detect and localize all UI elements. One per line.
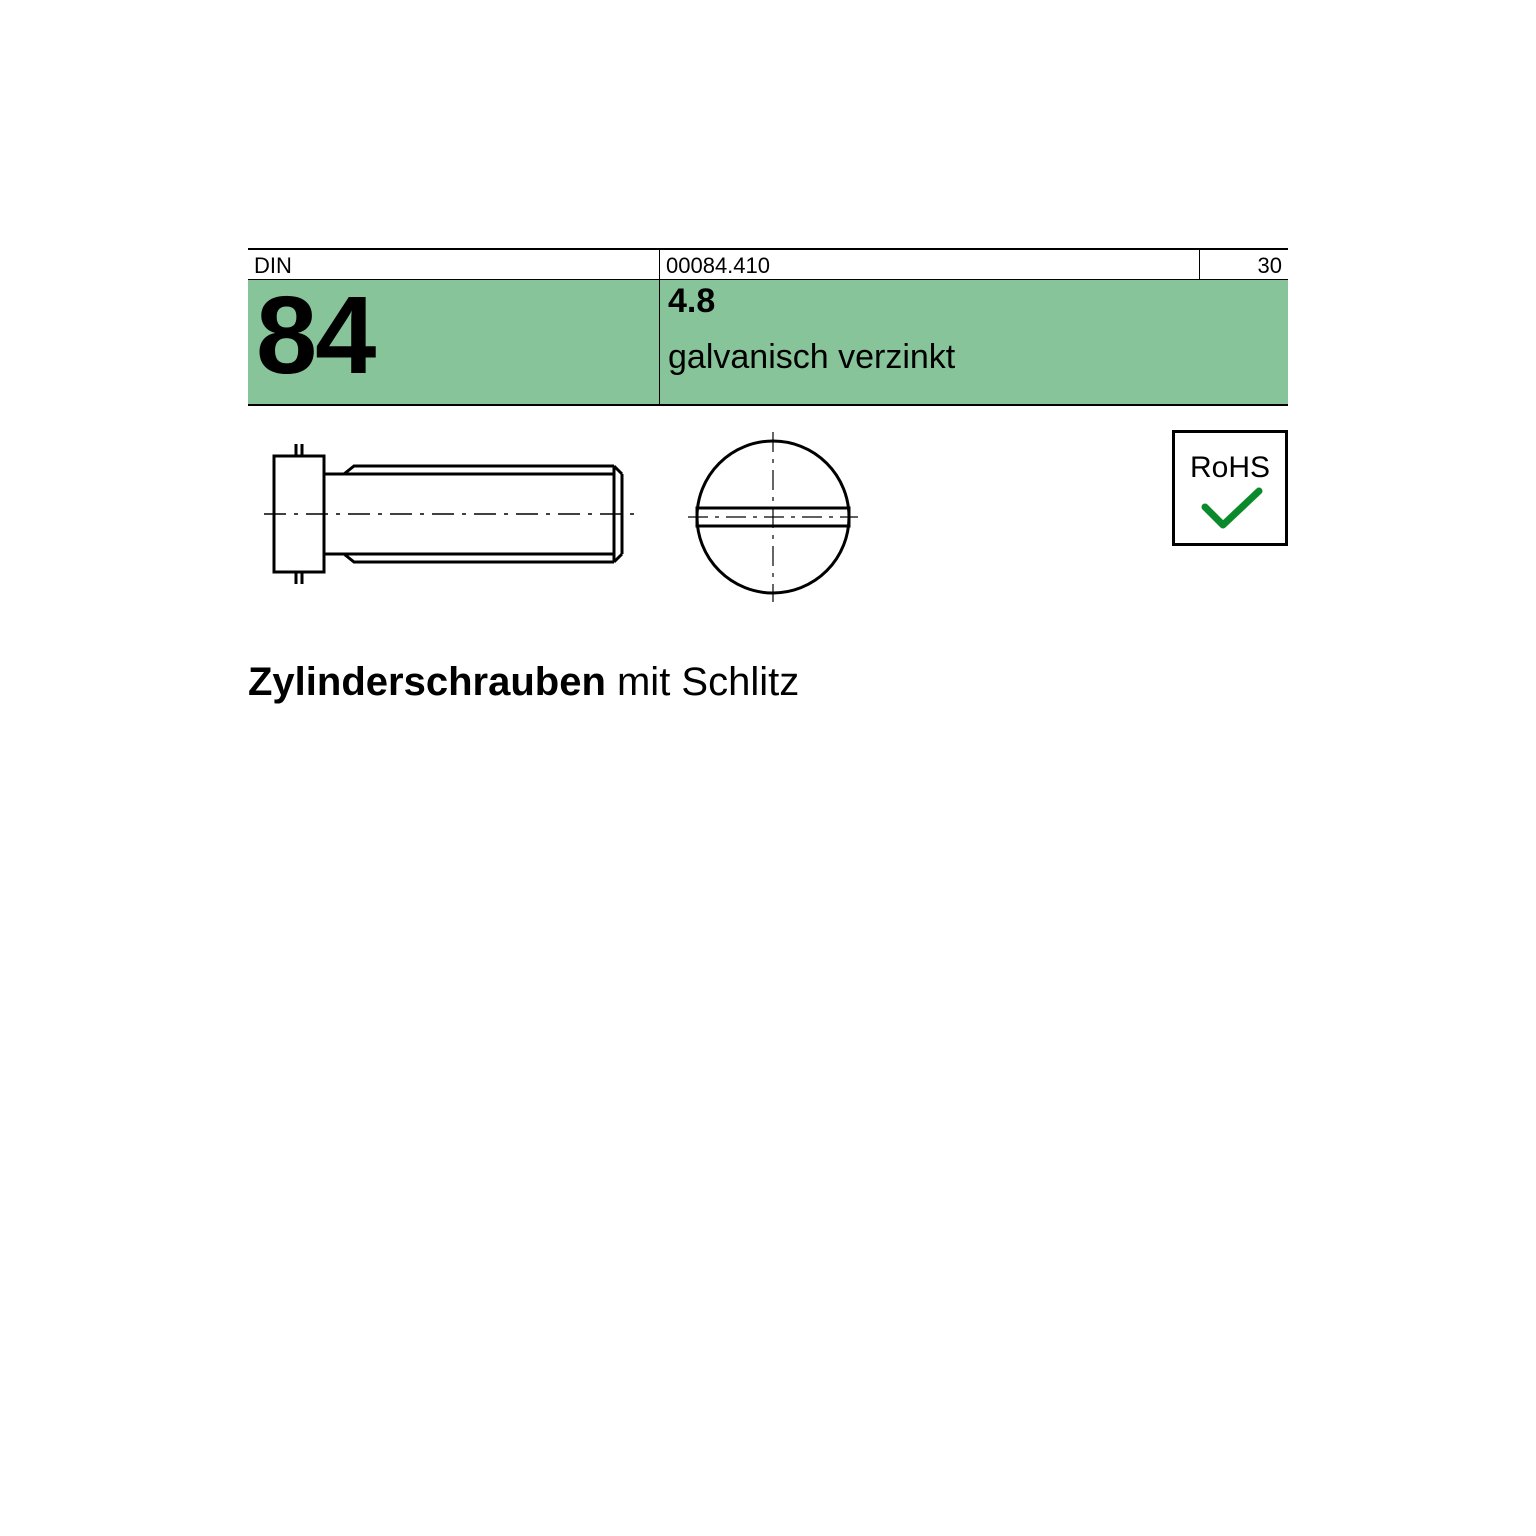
standard-band: 84 4.8 galvanisch verzinkt: [248, 280, 1288, 406]
title-light: mit Schlitz: [606, 660, 799, 704]
standard-number: 84: [256, 272, 374, 399]
standard-number-cell: 84: [248, 280, 660, 404]
rohs-label: RoHS: [1175, 451, 1285, 485]
header-row: DIN 00084.410 30: [248, 248, 1288, 280]
screw-side-view-icon: [264, 444, 644, 584]
header-page-number: 30: [1200, 250, 1288, 282]
material-cell: 4.8 galvanisch verzinkt: [660, 280, 1288, 404]
drawing-row: RoHS: [248, 424, 1288, 604]
header-article-number: 00084.410: [660, 250, 1200, 282]
screw-head-front-icon: [688, 432, 858, 602]
datasheet-card: DIN 00084.410 30 84 4.8 galvanisch verzi…: [248, 248, 1288, 1288]
surface-finish: galvanisch verzinkt: [668, 338, 955, 377]
check-icon: [1175, 487, 1285, 537]
rohs-badge: RoHS: [1172, 430, 1288, 546]
title-bold: Zylinderschrauben: [248, 660, 606, 704]
product-title: Zylinderschrauben mit Schlitz: [248, 660, 799, 705]
page-canvas: DIN 00084.410 30 84 4.8 galvanisch verzi…: [0, 0, 1536, 1536]
strength-grade: 4.8: [668, 282, 715, 321]
